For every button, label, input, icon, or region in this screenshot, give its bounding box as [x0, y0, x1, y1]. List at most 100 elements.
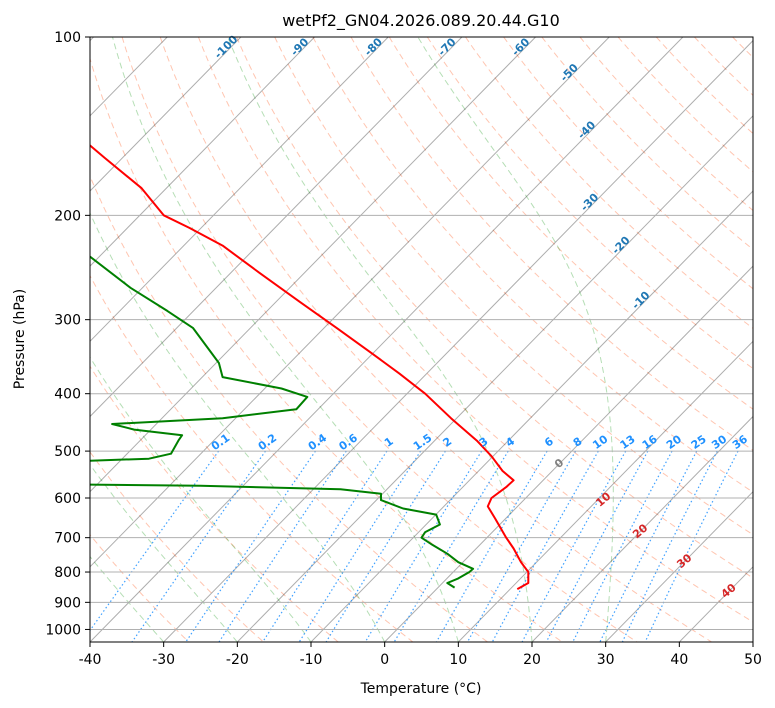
mixing-ratio-label: 36 [730, 432, 750, 452]
mixing-ratio-line [218, 450, 347, 642]
dry-adiabat-line [236, 37, 753, 579]
mixing-ratio-line [435, 450, 548, 642]
x-tick-label: -20 [226, 652, 249, 668]
dewpoint-profile-line [90, 255, 475, 589]
dry-adiabat-line [732, 37, 753, 59]
x-tick-label: -40 [79, 652, 102, 668]
mixing-ratio-line [644, 450, 739, 642]
x-tick-label: -10 [300, 652, 323, 668]
x-tick-label: -30 [152, 652, 175, 668]
mixing-ratio-label: 16 [640, 432, 660, 452]
series-layer [90, 144, 530, 590]
mixing-ratio-line [298, 450, 422, 642]
mixing-ratio-line [364, 450, 483, 642]
mixing-ratio-label: 1.5 [411, 431, 434, 453]
dry-adiabat-line [771, 37, 775, 642]
dry-adiabat-line [90, 365, 339, 642]
mixing-ratio-label: 20 [664, 432, 684, 452]
mixing-ratio-label: 4 [503, 435, 517, 450]
mixing-ratio-label: 3 [477, 435, 491, 450]
moist-adiabat-line [90, 356, 312, 642]
mixing-ratio-label: 30 [709, 432, 729, 452]
dry-adiabat-line [121, 37, 638, 642]
mixing-ratio-label: 0.4 [306, 431, 330, 453]
isotherm-label: -60 [509, 35, 532, 58]
mixing-ratio-line [466, 450, 577, 642]
temperature-profile-line [90, 144, 530, 590]
dry-adiabat-line [90, 533, 190, 642]
moist-adiabat-line [90, 463, 238, 642]
mixing-ratio-label: 10 [590, 432, 610, 452]
isotherm-line [90, 37, 610, 568]
dry-adiabat-line [579, 37, 753, 212]
isotherm-line [90, 37, 389, 343]
dry-adiabat-line [90, 57, 563, 642]
isotherm-line [384, 265, 753, 642]
y-tick-label: 100 [54, 30, 81, 46]
mixing-ratio-label: 0.6 [337, 431, 361, 453]
moist-adiabat-line [417, 37, 614, 642]
chart-title: wetPf2_GN04.2026.089.20.44.G10 [282, 11, 560, 31]
mixing-ratio-label: 13 [618, 433, 638, 452]
plot-frame [89, 36, 754, 643]
dry-adiabat-line [503, 37, 753, 290]
mixing-ratio-line [325, 450, 446, 642]
dry-adiabat-line [617, 37, 753, 173]
isotherm-line [752, 641, 753, 642]
isotherm-line [163, 39, 753, 642]
isotherm-label: -40 [575, 118, 598, 141]
mixing-ratio-label: 0.2 [256, 431, 279, 453]
background-lines [90, 37, 775, 642]
x-tick-label: 0 [380, 652, 389, 668]
isotherm-label: -20 [609, 234, 632, 257]
y-tick-label: 300 [54, 313, 81, 329]
y-tick-label: 400 [54, 387, 81, 403]
isotherm-line [678, 566, 753, 642]
dry-adiabat-line [159, 37, 712, 642]
x-tick-label: 20 [523, 652, 541, 668]
moist-adiabat-line [112, 37, 459, 642]
x-tick-label: 10 [449, 652, 467, 668]
y-tick-label: 900 [54, 595, 81, 611]
mixing-ratio-line [621, 450, 718, 642]
isotherm-line [605, 490, 753, 642]
dry-adiabat-line [694, 37, 753, 97]
isotherm-label: -80 [362, 35, 385, 58]
isotherm-label: -50 [558, 61, 581, 84]
isotherm-line [90, 37, 242, 192]
y-tick-label: 700 [54, 531, 81, 547]
mixing-ratio-label: 1 [382, 435, 396, 450]
dry-adiabat-line [350, 37, 753, 451]
isotherm-line [531, 415, 753, 642]
y-tick-label: 1000 [45, 622, 81, 638]
dry-adiabat-line [312, 37, 753, 493]
dry-adiabat-line [274, 37, 753, 536]
y-tick-label: 600 [54, 491, 81, 507]
y-tick-label: 200 [54, 208, 81, 224]
mixing-ratio-label: 0.1 [209, 431, 232, 453]
y-axis-label: Pressure (hPa) [12, 289, 28, 389]
mixing-ratio-line [599, 450, 698, 642]
dry-adiabat-line [197, 37, 753, 623]
y-tick-label: 800 [54, 565, 81, 581]
dry-adiabat-line [90, 451, 264, 642]
isotherm-line [90, 37, 684, 642]
x-axis-label: Temperature (°C) [360, 681, 482, 697]
x-tick-label: 50 [744, 652, 762, 668]
y-axis-ticks: 100 200 300 400 500 600 700 800 900 1000 [45, 30, 90, 638]
profile-marker-label: 10 [593, 489, 613, 509]
isotherm-line [90, 37, 463, 418]
isotherm-line [236, 115, 753, 642]
dry-adiabat-line [90, 175, 488, 642]
line-labels: 0.1 0.2 0.4 0.6 1 1.5 2 3 4 6 8 10 13 16 20 25 30 36-100-… [209, 33, 750, 601]
isotherm-line [457, 340, 753, 642]
mixing-ratio-line [491, 450, 599, 642]
mixing-ratio-line [521, 450, 627, 642]
isotherm-label: -10 [629, 288, 652, 311]
mixing-ratio-label: 25 [689, 433, 709, 452]
x-axis-ticks: -40 -30 -20 -10 0 10 20 30 40 50 [79, 642, 762, 668]
mixing-ratio-line [185, 450, 316, 642]
isotherm-line [90, 37, 315, 267]
mixing-ratio-line [545, 450, 649, 642]
